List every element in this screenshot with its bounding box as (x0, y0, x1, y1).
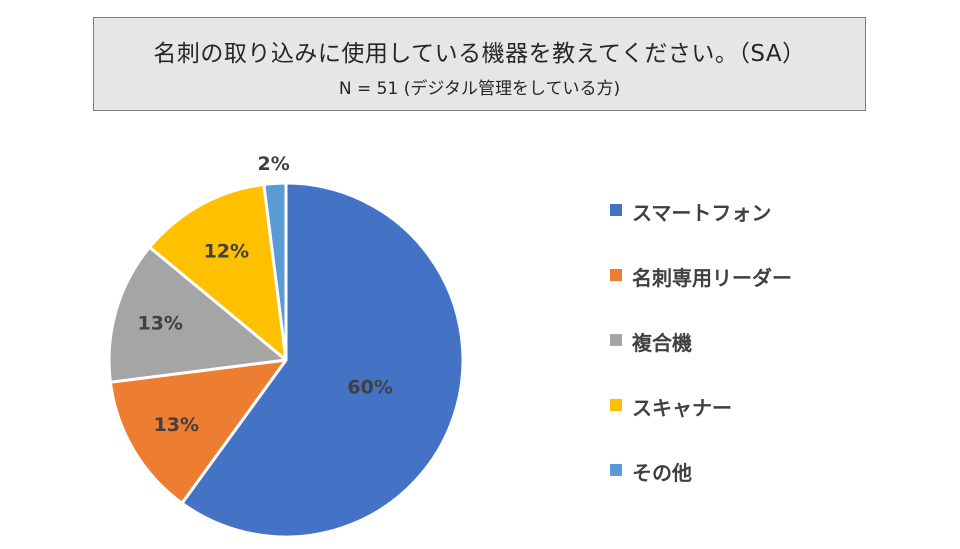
chart-title: 名刺の取り込みに使用している機器を教えてください。（SA） (153, 41, 806, 67)
slice-data-label: 12% (204, 240, 249, 262)
pie-slice-3 (107, 245, 288, 384)
chart-subtitle: N = 51 (デジタル管理をしている方) (338, 79, 621, 99)
legend-swatch (610, 464, 622, 476)
chart-title-box: 名刺の取り込みに使用している機器を教えてください。（SA） N = 51 (デジ… (93, 17, 866, 111)
legend-label: 名刺専用リーダー (632, 266, 792, 290)
legend-swatch (610, 399, 622, 411)
legend-label: その他 (632, 461, 692, 485)
slice-data-label: 60% (347, 376, 392, 398)
pie-slice-4 (148, 182, 288, 362)
legend-swatch (610, 269, 622, 281)
pie-slice-1 (180, 181, 465, 539)
legend-label: 複合機 (632, 331, 692, 355)
slice-data-label: 13% (137, 312, 182, 334)
legend-swatch (610, 334, 622, 346)
slice-data-label: 13% (154, 414, 199, 436)
legend-swatch (610, 204, 622, 216)
slice-data-label: 2% (258, 153, 290, 175)
pie-slice-2 (108, 358, 288, 505)
pie-slice-5 (262, 181, 288, 362)
legend-label: スマートフォン (632, 201, 772, 225)
legend-label: スキャナー (632, 396, 732, 420)
